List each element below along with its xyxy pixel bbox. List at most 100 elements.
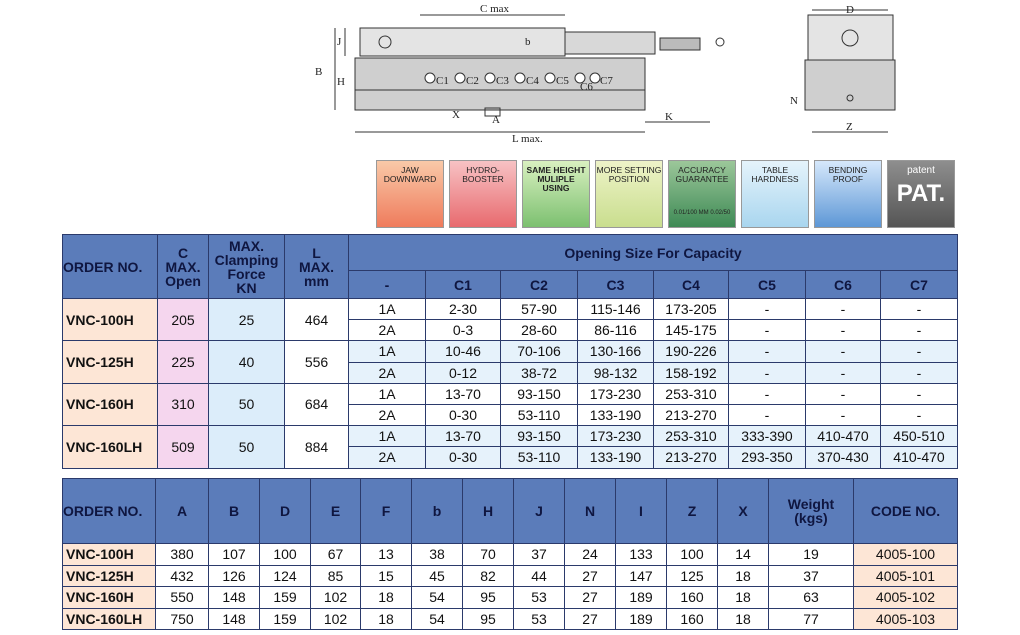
column-header: C5: [728, 270, 806, 299]
cell: -: [805, 319, 881, 342]
cell: 70: [462, 543, 514, 566]
dim-label: L max.: [512, 133, 543, 145]
cell: 1A: [348, 340, 426, 363]
cell: -: [728, 319, 806, 342]
cell: 410-470: [880, 446, 958, 469]
cell: 253-310: [653, 425, 729, 448]
cell: 133-190: [577, 403, 654, 427]
dim-label: A: [492, 114, 500, 126]
cell: 1A: [348, 382, 426, 405]
column-header: C2: [500, 270, 578, 299]
cell: -: [728, 382, 806, 405]
feature-badge: BENDING PROOF: [814, 160, 882, 228]
cell: 54: [411, 607, 463, 630]
cell: 133-190: [577, 446, 654, 469]
cell: 53: [513, 586, 565, 609]
cell: 53: [513, 607, 565, 630]
cell: 24: [564, 543, 616, 566]
cell: -: [728, 340, 806, 363]
cell: 77: [768, 607, 854, 630]
column-header: C1: [425, 270, 501, 299]
cell: 44: [513, 564, 565, 587]
column-header: Weight (kgs): [768, 478, 854, 544]
cell: VNC-100H: [62, 297, 158, 342]
cell: 93-150: [500, 382, 578, 405]
cell: 67: [310, 543, 361, 566]
cell: 125: [666, 564, 718, 587]
cell: 4005-103: [853, 607, 958, 630]
column-header: ORDER NO.: [62, 478, 156, 544]
cell: 115-146: [577, 297, 654, 321]
cell: 82: [462, 564, 514, 587]
cell: 15: [360, 564, 412, 587]
cell: 884: [284, 425, 349, 469]
feature-label: TABLE HARDNESS: [751, 165, 799, 184]
cell: 38-72: [500, 361, 578, 384]
data-row: VNC-125H 225 40 556 1A 10-46 70-106 130-166 190-…: [62, 340, 958, 384]
cell: 133: [615, 543, 667, 566]
data-row: VNC-160LH 509 50 884 1A 13-70 93-150 173-230 253…: [62, 425, 958, 469]
cell: -: [880, 403, 958, 427]
dim-label: C3: [496, 75, 509, 87]
cell: 102: [310, 607, 361, 630]
cell: -: [805, 361, 881, 384]
column-header: -: [348, 270, 426, 299]
cell: 4005-101: [853, 564, 958, 587]
cell: VNC-160LH: [62, 425, 158, 469]
cell: 10-46: [425, 340, 501, 363]
cell: 370-430: [805, 446, 881, 469]
cell: VNC-125H: [62, 564, 156, 587]
column-header: C6: [805, 270, 881, 299]
cell: 550: [155, 586, 209, 609]
dim-label: C4: [526, 75, 539, 87]
cell: 684: [284, 382, 349, 427]
cell: 556: [284, 340, 349, 384]
cell: -: [880, 361, 958, 384]
cell: VNC-160LH: [62, 607, 156, 630]
data-row: 2A 0-12 38-72 98-132 158-192- - -: [63, 361, 958, 384]
cell: 293-350: [728, 446, 806, 469]
dim-label: K: [665, 111, 673, 123]
feature-badge: patent PAT.: [887, 160, 955, 228]
cell: 18: [360, 586, 412, 609]
cell: 107: [208, 543, 260, 566]
feature-label: patent: [907, 165, 935, 176]
cell: 124: [259, 564, 311, 587]
cell: 70-106: [500, 340, 578, 363]
cell: 145-175: [653, 319, 729, 342]
cell: 189: [615, 586, 667, 609]
cell: 190-226: [653, 340, 729, 363]
cell: 13-70: [425, 382, 501, 405]
cell: 2A: [348, 403, 426, 427]
cell: 173-230: [577, 425, 654, 448]
cell: 98-132: [577, 361, 654, 384]
dim-label: D: [846, 4, 854, 16]
cell: -: [728, 403, 806, 427]
cell: 27: [564, 607, 616, 630]
cell: 27: [564, 564, 616, 587]
cell: 158-192: [653, 361, 729, 384]
cell: 750: [155, 607, 209, 630]
column-header: D: [259, 478, 311, 544]
cell: 2A: [348, 446, 426, 469]
cell: 130-166: [577, 340, 654, 363]
cell: 38: [411, 543, 463, 566]
cell: 4005-102: [853, 586, 958, 609]
column-header: N: [564, 478, 616, 544]
column-header: F: [360, 478, 412, 544]
dim-label: H: [337, 76, 345, 88]
cell: -: [805, 297, 881, 321]
cell: 160: [666, 607, 718, 630]
data-row: VNC-100H 205 25 464 1A 2-30 57-90 115-146 173-20…: [62, 297, 958, 342]
cell: 2A: [348, 319, 426, 342]
cell: -: [805, 403, 881, 427]
data-row: VNC-160LH 750 148 159 102 18 54 95 53 27 189 160 18 7…: [62, 607, 958, 630]
cell: 63: [768, 586, 854, 609]
cell: 253-310: [653, 382, 729, 405]
cell: -: [805, 382, 881, 405]
feature-label: HYDRO- BOOSTER: [462, 165, 504, 184]
cell: 159: [259, 586, 311, 609]
cell: 86-116: [577, 319, 654, 342]
column-header: C4: [653, 270, 729, 299]
dim-label: Z: [846, 121, 853, 133]
